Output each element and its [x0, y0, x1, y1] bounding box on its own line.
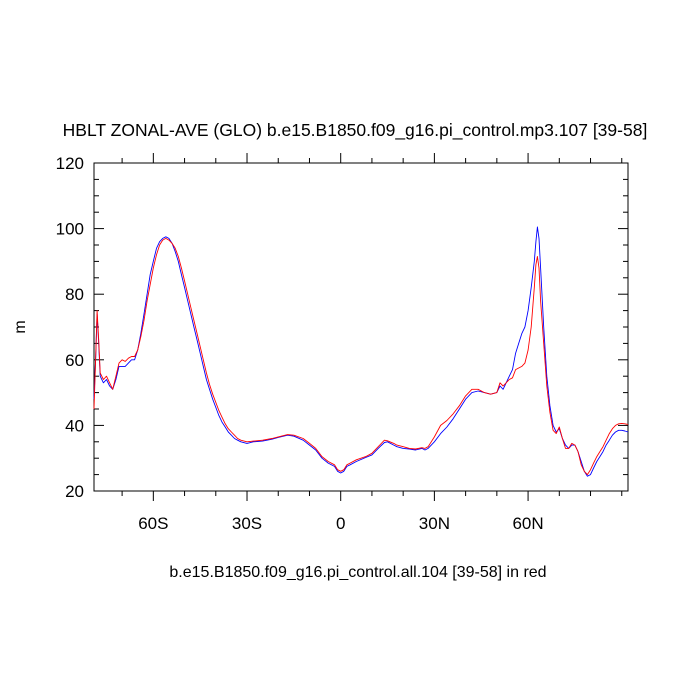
y-tick-label: 60	[65, 351, 84, 370]
y-tick-label: 80	[65, 285, 84, 304]
series-line-1	[93, 226, 629, 477]
x-tick-label: 0	[336, 514, 345, 533]
y-tick-label: 40	[65, 416, 84, 435]
x-tick-label: 60S	[138, 514, 168, 533]
series-line-2	[93, 237, 629, 476]
y-axis-label: m	[12, 320, 29, 333]
y-tick-label: 20	[65, 482, 84, 501]
plot-area: 20 40 60 80 100 120 60S 30S 0 30N 60N	[56, 153, 629, 533]
y-tick-label: 120	[56, 154, 84, 173]
y-tick-label: 100	[56, 220, 84, 239]
x-tick-label: 30N	[419, 514, 450, 533]
plot-frame	[93, 162, 629, 492]
x-axis-caption: b.e15.B1850.f09_g16.pi_control.all.104 […	[169, 564, 546, 581]
x-tick-label: 60N	[512, 514, 543, 533]
x-tick-label: 30S	[232, 514, 262, 533]
chart-title: HBLT ZONAL-AVE (GLO) b.e15.B1850.f09_g16…	[63, 120, 648, 141]
